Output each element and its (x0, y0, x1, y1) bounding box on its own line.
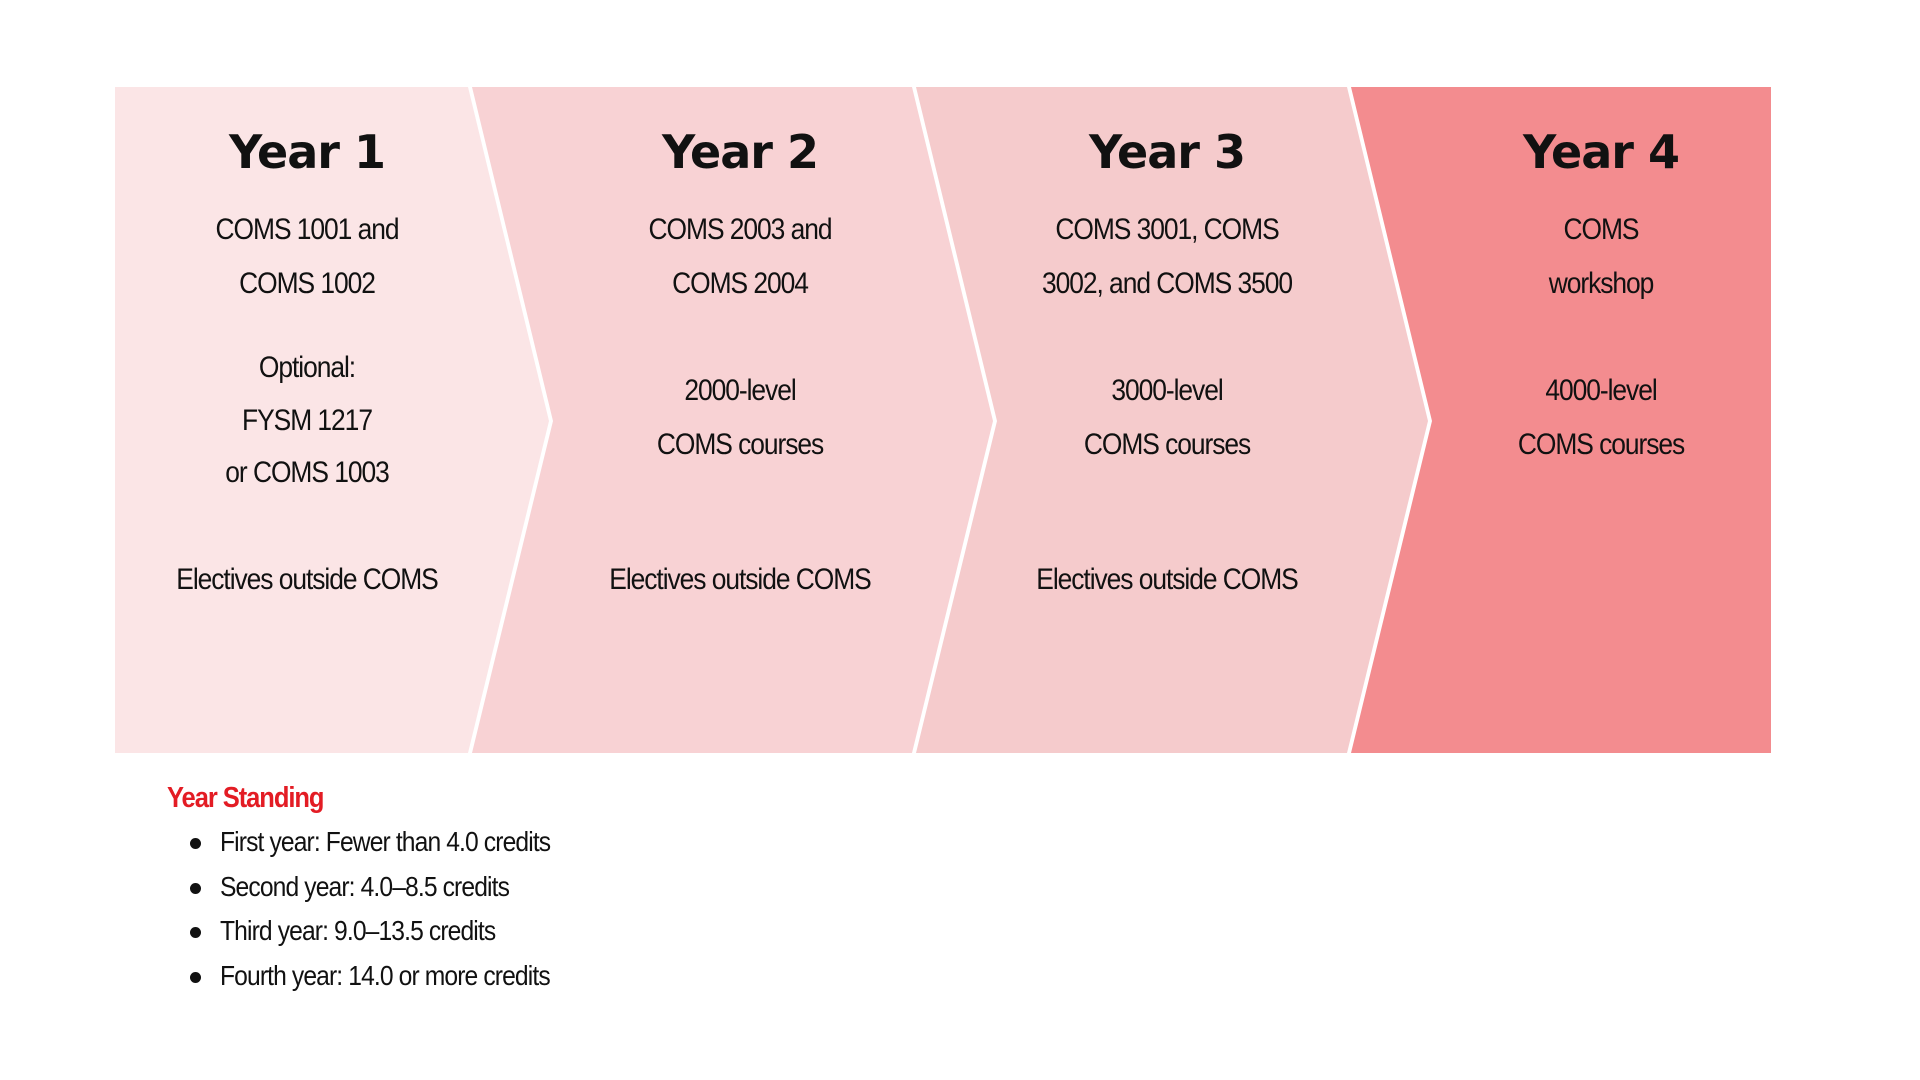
course-text: COMS (1563, 213, 1640, 246)
course-text: 2000-level (684, 374, 796, 407)
year-title: Year 3 (1088, 125, 1246, 179)
bullet-icon (190, 838, 201, 849)
course-text: COMS 3001, COMS (1055, 213, 1279, 246)
legend-item-text: First year: Fewer than 4.0 credits (220, 826, 551, 857)
year-title: Year 4 (1522, 125, 1680, 179)
course-text: 4000-level (1545, 374, 1657, 407)
course-text: COMS courses (656, 428, 824, 461)
course-text: FYSM 1217 (242, 404, 373, 437)
legend-item-text: Third year: 9.0–13.5 credits (220, 915, 496, 946)
legend-item-text: Fourth year: 14.0 or more credits (220, 960, 551, 991)
bullet-icon (190, 972, 201, 983)
course-text: 3000-level (1111, 374, 1223, 407)
course-text: or COMS 1003 (225, 456, 389, 489)
optional-label: Optional: (258, 351, 356, 384)
course-text: COMS 2003 and (648, 213, 833, 246)
legend-title: Year Standing (167, 782, 325, 814)
year-title: Year 2 (661, 125, 819, 179)
electives-text: Electives outside COMS (176, 563, 438, 596)
course-text: 3002, and COMS 3500 (1041, 267, 1293, 300)
electives-text: Electives outside COMS (1036, 563, 1298, 596)
legend-item-text: Second year: 4.0–8.5 credits (220, 871, 510, 902)
course-text: COMS 1002 (239, 267, 376, 300)
year-4-chevron (1351, 87, 1771, 753)
bullet-icon (190, 883, 201, 894)
course-text: COMS courses (1083, 428, 1251, 461)
course-text: COMS 1001 and (215, 213, 400, 246)
year-2-chevron (472, 87, 993, 753)
year-3-chevron (916, 87, 1428, 753)
electives-text: Electives outside COMS (609, 563, 871, 596)
year-1-chevron (115, 87, 549, 753)
year-title: Year 1 (228, 125, 386, 179)
bullet-icon (190, 927, 201, 938)
course-text: workshop (1548, 267, 1655, 300)
course-text: COMS courses (1517, 428, 1685, 461)
course-text: COMS 2004 (672, 267, 809, 300)
